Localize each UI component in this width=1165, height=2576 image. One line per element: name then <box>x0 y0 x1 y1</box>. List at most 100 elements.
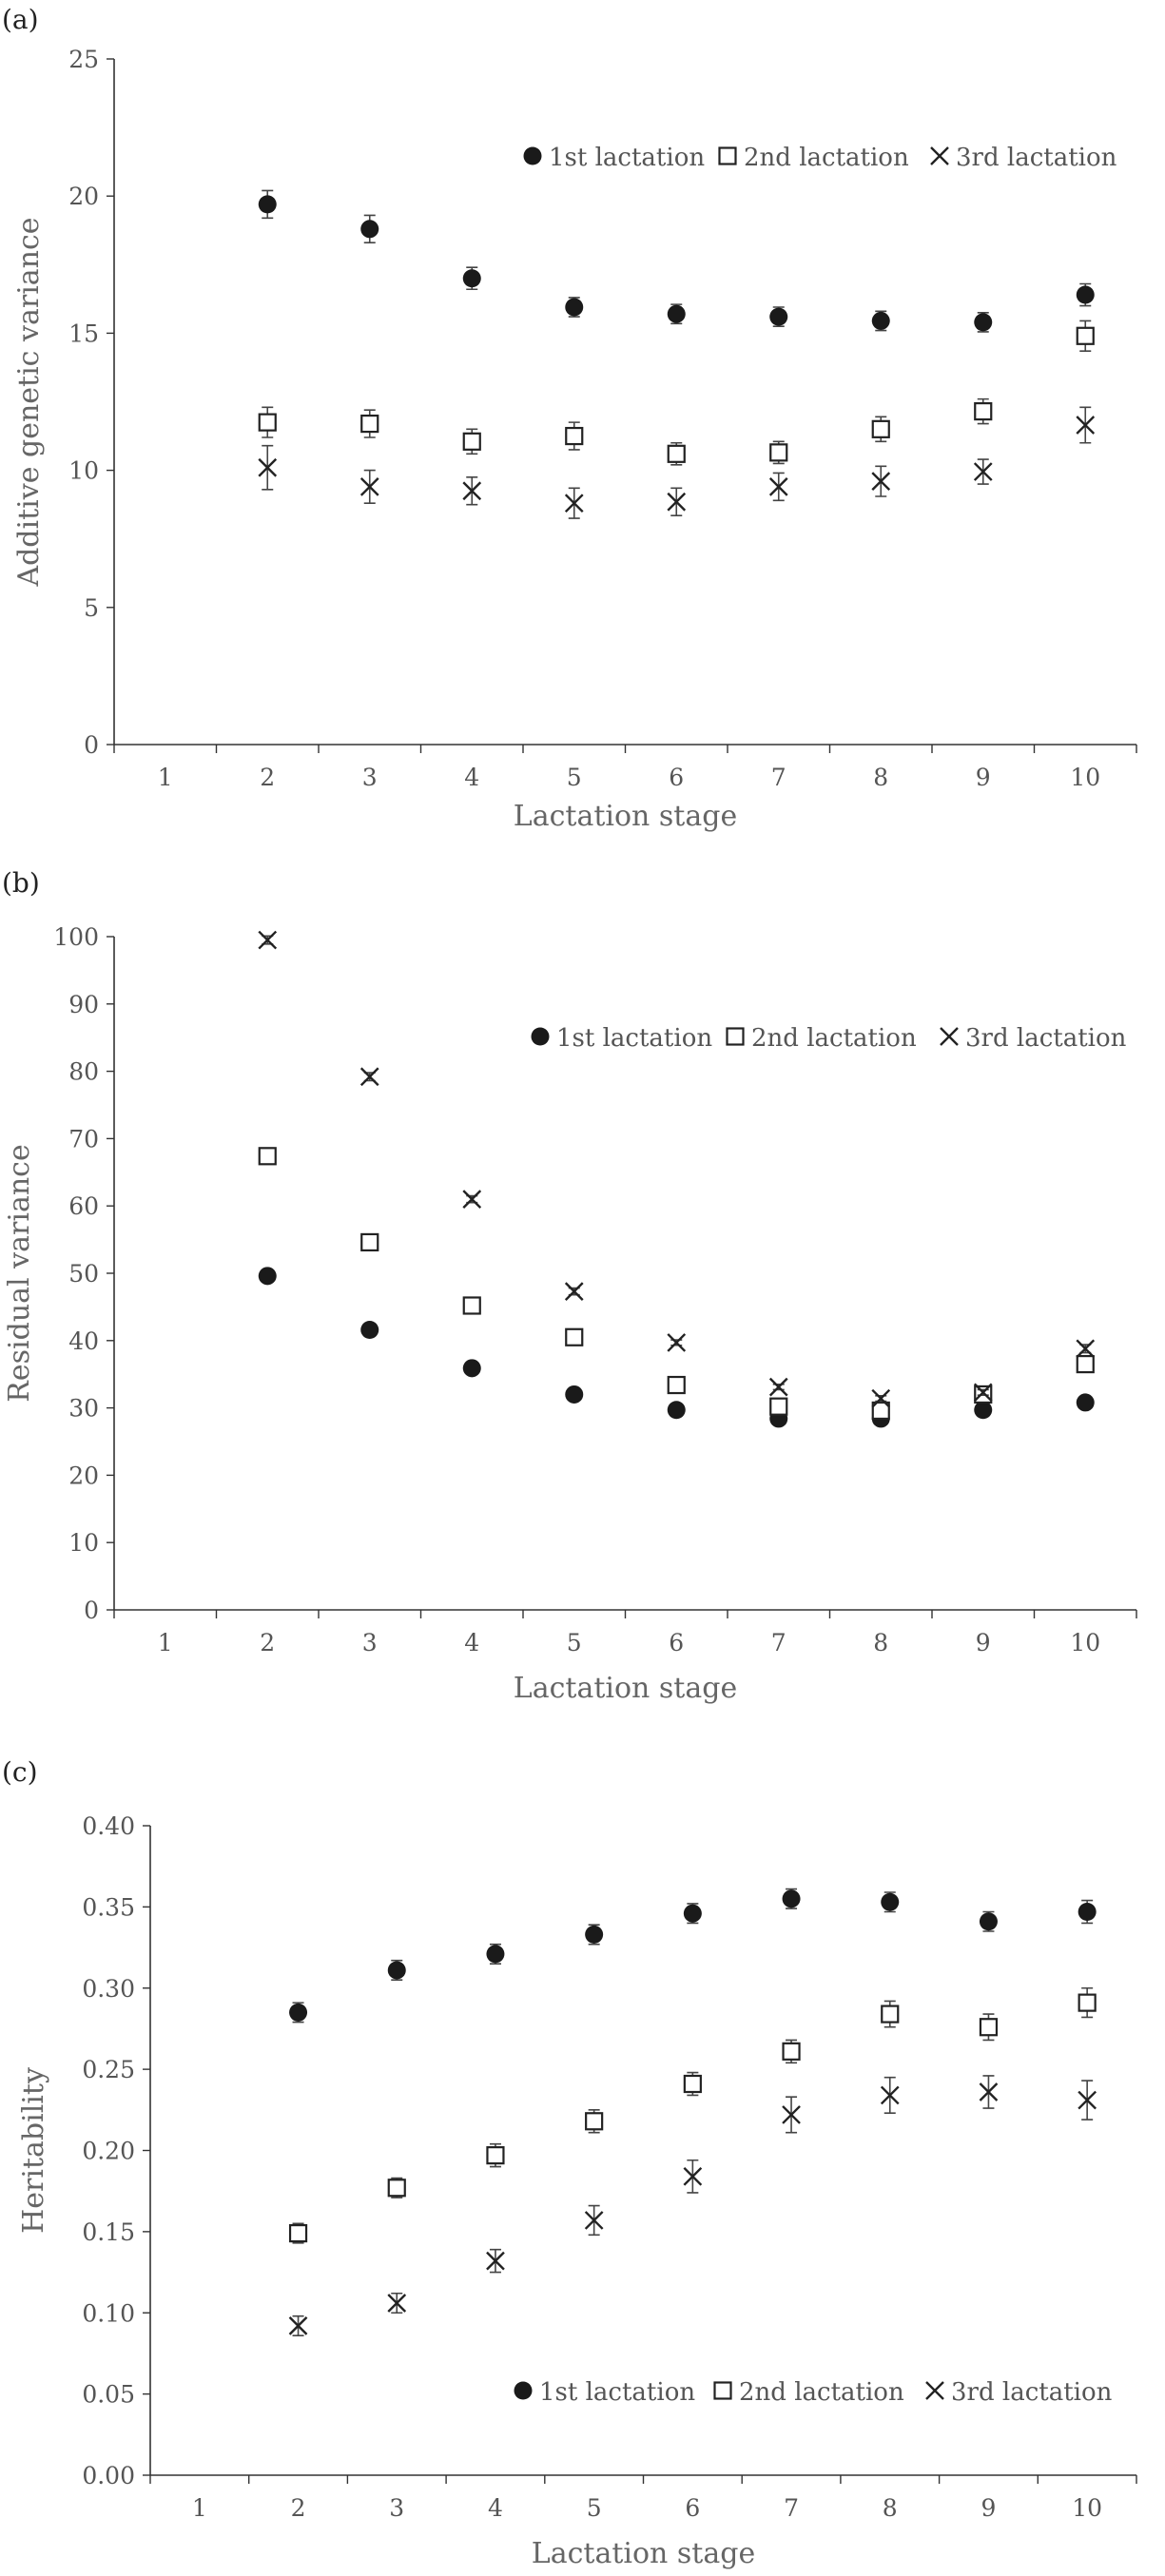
y-tick-label: 0 <box>84 1597 99 1624</box>
panel-label: (c) <box>2 1756 38 1788</box>
data-point <box>782 2042 801 2061</box>
data-point <box>871 311 890 330</box>
series-3rd-lactation <box>288 2075 1097 2336</box>
data-point <box>667 492 687 512</box>
data-point <box>462 1190 482 1209</box>
data-point <box>564 1282 584 1301</box>
panel-label: (a) <box>2 4 39 35</box>
legend-marker <box>925 2381 944 2400</box>
panel-b: (b) 0 10 20 30 40 50 60 70 80 90 100 1 2 3 4 5 6 7 8 9 10 Lact… <box>2 867 1137 1705</box>
data-point <box>288 2223 308 2243</box>
legend-marker <box>726 1027 745 1046</box>
data-point <box>782 1889 801 1908</box>
data-point <box>360 220 379 239</box>
series-2nd-lactation <box>258 320 1095 466</box>
data-point <box>462 481 482 501</box>
legend-label: 1st lactation <box>556 1024 712 1053</box>
data-point <box>258 1267 277 1286</box>
x-tick-label: 3 <box>389 2494 404 2522</box>
data-point <box>782 2105 801 2124</box>
x-tick-label: 8 <box>873 1629 888 1656</box>
x-tick-label: 3 <box>362 1629 378 1656</box>
x-tick-label: 9 <box>976 764 991 791</box>
y-tick-label: 40 <box>68 1327 99 1355</box>
y-tick-label: 60 <box>68 1192 99 1220</box>
data-point <box>258 195 277 214</box>
y-tick-label: 15 <box>68 320 99 347</box>
data-point <box>359 1067 379 1087</box>
data-point <box>359 477 379 496</box>
x-tick-label: 10 <box>1072 2494 1102 2522</box>
x-tick-label: 9 <box>976 1629 991 1656</box>
data-point <box>565 1385 584 1404</box>
x-tick-label: 3 <box>362 764 378 791</box>
legend-marker <box>713 2381 732 2400</box>
data-point <box>871 472 891 491</box>
legend-label: 3rd lactation <box>965 1024 1127 1053</box>
data-point <box>462 1296 481 1315</box>
y-tick-label: 100 <box>53 923 99 951</box>
data-point <box>486 1945 505 1964</box>
legend-label: 2nd lactation <box>744 144 909 172</box>
data-point <box>768 1377 788 1397</box>
data-point <box>584 2211 604 2230</box>
x-tick-label: 7 <box>784 2494 799 2522</box>
data-point <box>881 1892 900 1911</box>
data-point <box>974 401 993 421</box>
x-tick-label: 5 <box>567 1629 582 1656</box>
y-axis-title: Heritability <box>17 2067 50 2234</box>
data-point <box>360 414 379 434</box>
y-tick-label: 0 <box>84 731 99 759</box>
legend-label: 1st lactation <box>549 144 705 172</box>
series-3rd-lactation <box>258 930 1096 1408</box>
y-tick-label: 0.40 <box>82 1812 135 1840</box>
data-point <box>974 1401 993 1420</box>
data-point <box>667 1375 686 1395</box>
series-3rd-lactation <box>258 406 1096 519</box>
y-tick-label: 0.30 <box>82 1975 135 2003</box>
legend-label: 2nd lactation <box>751 1024 917 1053</box>
legend-label: 3rd lactation <box>951 2378 1113 2407</box>
legend-marker <box>523 146 542 165</box>
x-tick-label: 5 <box>567 764 582 791</box>
data-point <box>258 1147 277 1166</box>
data-point <box>1076 1339 1096 1359</box>
data-point <box>565 298 584 317</box>
data-point <box>979 1912 998 1931</box>
y-tick-label: 70 <box>68 1125 99 1152</box>
legend-label: 2nd lactation <box>739 2378 904 2407</box>
x-tick-label: 9 <box>981 2494 996 2522</box>
y-tick-label: 0.15 <box>82 2218 135 2246</box>
x-tick-label: 4 <box>464 764 479 791</box>
data-point <box>387 1961 406 1980</box>
data-point <box>1078 2090 1097 2110</box>
y-tick-label: 10 <box>68 1529 99 1557</box>
x-tick-label: 1 <box>158 1629 173 1656</box>
y-tick-label: 0.25 <box>82 2056 135 2083</box>
y-tick-label: 50 <box>68 1260 99 1288</box>
data-point <box>881 2005 900 2024</box>
data-point <box>258 930 278 950</box>
legend-marker <box>940 1027 959 1046</box>
x-tick-label: 4 <box>488 2494 503 2522</box>
y-tick-label: 0.05 <box>82 2381 135 2409</box>
data-point <box>871 419 890 438</box>
data-point <box>486 2146 505 2165</box>
y-axis-title: Residual variance <box>3 1144 36 1402</box>
panel-label: (b) <box>2 867 40 899</box>
data-point <box>1076 416 1096 435</box>
series-2nd-lactation <box>258 1147 1095 1421</box>
data-point <box>585 1925 604 1944</box>
data-point <box>768 477 788 496</box>
y-tick-label: 25 <box>68 46 99 73</box>
data-point <box>387 2294 407 2313</box>
data-point <box>667 444 686 463</box>
data-point <box>769 443 788 462</box>
x-tick-label: 1 <box>158 764 173 791</box>
y-tick-label: 20 <box>68 1462 99 1489</box>
data-point <box>973 462 993 481</box>
legend-label: 3rd lactation <box>956 144 1117 172</box>
data-point <box>564 494 584 513</box>
x-tick-label: 4 <box>464 1629 479 1656</box>
y-tick-label: 0.00 <box>82 2462 135 2489</box>
